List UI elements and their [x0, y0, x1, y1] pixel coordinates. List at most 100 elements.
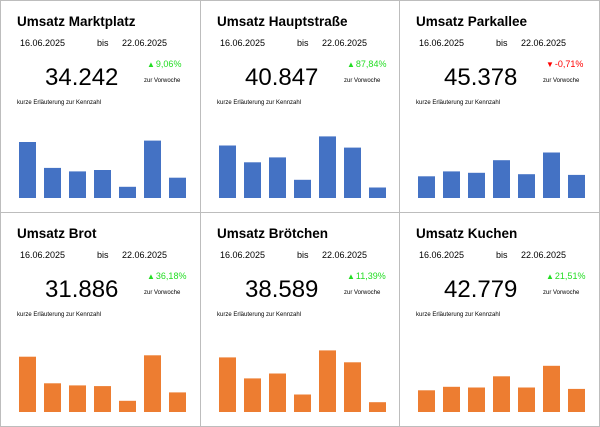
chart-bar	[94, 170, 111, 198]
date-to: 22.06.2025	[322, 250, 368, 260]
date-separator: bis	[496, 250, 508, 260]
chart-bar	[369, 187, 386, 198]
date-to: 22.06.2025	[122, 38, 168, 48]
kpi-explanation: kurze Erläuterung zur Kennzahl	[217, 312, 302, 318]
kpi-explanation: kurze Erläuterung zur Kennzahl	[17, 312, 102, 318]
kpi-card-parkallee: Umsatz Parkallee 16.06.2025 bis 22.06.20…	[400, 1, 599, 213]
chart-bar	[269, 157, 286, 198]
date-from: 16.06.2025	[20, 250, 66, 260]
chart-bar	[219, 145, 236, 198]
date-from: 16.06.2025	[419, 250, 465, 260]
chart-bar	[518, 387, 535, 412]
chart-bar	[169, 177, 186, 198]
kpi-explanation: kurze Erläuterung zur Kennzahl	[416, 100, 501, 106]
chart-bar	[468, 387, 485, 412]
change-percent: 87,84%	[355, 59, 387, 69]
kpi-value: 34.242	[45, 64, 119, 91]
card-title: Umsatz Brötchen	[217, 226, 329, 241]
mini-bar-chart	[19, 140, 186, 198]
change-percent: 21,51%	[554, 271, 586, 281]
change-label: zur Vorwoche	[144, 78, 181, 84]
change-label: zur Vorwoche	[543, 290, 580, 296]
kpi-card-brot: Umsatz Brot 16.06.2025 bis 22.06.2025 31…	[1, 213, 201, 426]
kpi-value: 42.779	[444, 276, 518, 303]
triangle-up-icon: ▲	[546, 272, 554, 281]
change-indicator: ▲87,84%	[347, 59, 386, 69]
chart-bar	[294, 394, 311, 412]
chart-bar	[294, 179, 311, 198]
chart-bar	[418, 176, 435, 198]
change-label: zur Vorwoche	[543, 78, 580, 84]
change-label: zur Vorwoche	[144, 290, 181, 296]
mini-bar-chart	[418, 152, 585, 198]
chart-bar	[344, 147, 361, 198]
date-separator: bis	[297, 38, 309, 48]
chart-bar	[493, 160, 510, 198]
card-title: Umsatz Kuchen	[416, 226, 518, 241]
chart-bar	[69, 171, 86, 198]
date-separator: bis	[297, 250, 309, 260]
chart-bar	[94, 386, 111, 412]
kpi-explanation: kurze Erläuterung zur Kennzahl	[416, 312, 501, 318]
chart-bar	[144, 355, 161, 412]
date-separator: bis	[496, 38, 508, 48]
change-indicator: ▲11,39%	[347, 271, 386, 281]
chart-bar	[568, 174, 585, 198]
triangle-up-icon: ▲	[147, 60, 155, 69]
triangle-up-icon: ▲	[147, 272, 155, 281]
kpi-card-kuchen: Umsatz Kuchen 16.06.2025 bis 22.06.2025 …	[400, 213, 599, 426]
chart-bar	[443, 386, 460, 412]
chart-bar	[543, 152, 560, 198]
chart-bar	[518, 174, 535, 198]
chart-bar	[169, 392, 186, 412]
chart-bar	[244, 162, 261, 198]
date-to: 22.06.2025	[521, 38, 567, 48]
chart-bar	[119, 186, 136, 198]
mini-bar-chart	[418, 365, 585, 412]
mini-bar-chart	[19, 355, 186, 412]
change-indicator: ▲21,51%	[546, 271, 585, 281]
date-to: 22.06.2025	[122, 250, 168, 260]
kpi-card-hauptstrasse: Umsatz Hauptstraße 16.06.2025 bis 22.06.…	[201, 1, 400, 213]
chart-bar	[44, 167, 61, 198]
triangle-up-icon: ▲	[347, 60, 355, 69]
change-indicator: ▼-0,71%	[546, 59, 583, 69]
date-separator: bis	[97, 250, 109, 260]
change-label: zur Vorwoche	[344, 78, 381, 84]
chart-bar	[493, 376, 510, 412]
change-label: zur Vorwoche	[344, 290, 381, 296]
kpi-explanation: kurze Erläuterung zur Kennzahl	[217, 100, 302, 106]
chart-bar	[568, 388, 585, 412]
chart-bar	[69, 385, 86, 412]
chart-bar	[443, 171, 460, 198]
change-percent: 11,39%	[355, 271, 386, 281]
chart-bar	[543, 365, 560, 412]
kpi-value: 40.847	[245, 64, 319, 91]
triangle-down-icon: ▼	[546, 60, 554, 69]
chart-bar	[468, 172, 485, 198]
change-percent: -0,71%	[554, 59, 584, 69]
date-to: 22.06.2025	[521, 250, 567, 260]
date-from: 16.06.2025	[419, 38, 465, 48]
chart-bar	[144, 140, 161, 198]
chart-bar	[219, 357, 236, 412]
change-indicator: ▲9,06%	[147, 59, 181, 69]
change-percent: 9,06%	[155, 59, 182, 69]
card-title: Umsatz Parkallee	[416, 14, 528, 29]
date-from: 16.06.2025	[220, 38, 266, 48]
chart-bar	[269, 373, 286, 412]
kpi-card-marktplatz: Umsatz Marktplatz 16.06.2025 bis 22.06.2…	[1, 1, 201, 213]
card-title: Umsatz Marktplatz	[17, 14, 136, 29]
triangle-up-icon: ▲	[347, 272, 355, 281]
date-from: 16.06.2025	[220, 250, 266, 260]
card-title: Umsatz Hauptstraße	[217, 14, 348, 29]
date-separator: bis	[97, 38, 109, 48]
chart-bar	[44, 383, 61, 412]
chart-bar	[369, 402, 386, 412]
chart-bar	[418, 390, 435, 412]
kpi-value: 31.886	[45, 276, 119, 303]
date-to: 22.06.2025	[322, 38, 368, 48]
kpi-card-broetchen: Umsatz Brötchen 16.06.2025 bis 22.06.202…	[201, 213, 400, 426]
chart-bar	[19, 142, 36, 198]
mini-bar-chart	[219, 350, 386, 412]
